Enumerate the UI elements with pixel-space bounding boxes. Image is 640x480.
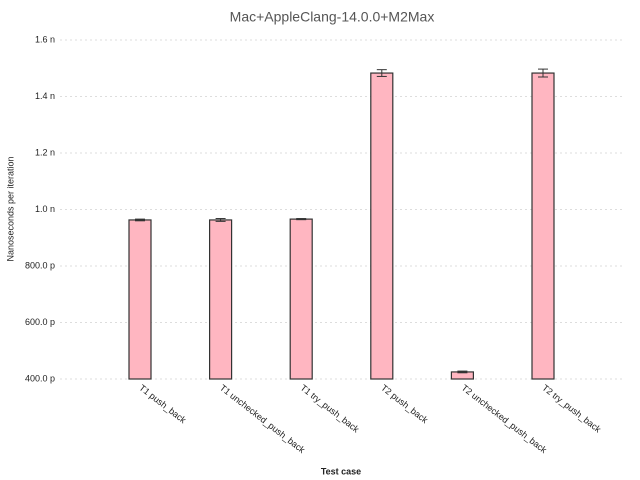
x-tick-label: T2 push_back [379, 383, 430, 426]
y-axis-label: Nanoseconds per iteration [5, 156, 15, 261]
bar [531, 72, 555, 380]
bar [128, 219, 152, 380]
y-tick-label: 600.0 p [25, 317, 55, 327]
y-tick-label: 1.2 n [35, 147, 55, 157]
y-tick-label: 1.4 n [35, 91, 55, 101]
x-tick-label: T2 try_push_back [540, 383, 603, 435]
chart-title: Mac+AppleClang-14.0.0+M2Max [230, 9, 435, 25]
bar [370, 72, 394, 380]
y-tick-label: 1.6 n [35, 34, 55, 44]
bar [209, 219, 233, 380]
x-tick-label: T1 push_back [137, 383, 188, 426]
bar [289, 218, 313, 380]
x-tick-label: T2 unchecked_push_back [460, 383, 549, 456]
x-axis-label: Test case [321, 466, 361, 476]
x-tick-label: T1 try_push_back [299, 383, 362, 435]
y-tick-label: 400.0 p [25, 373, 55, 383]
y-tick-label: 1.0 n [35, 204, 55, 214]
x-tick-label: T1 unchecked_push_back [218, 383, 307, 456]
y-tick-label: 800.0 p [25, 260, 55, 270]
